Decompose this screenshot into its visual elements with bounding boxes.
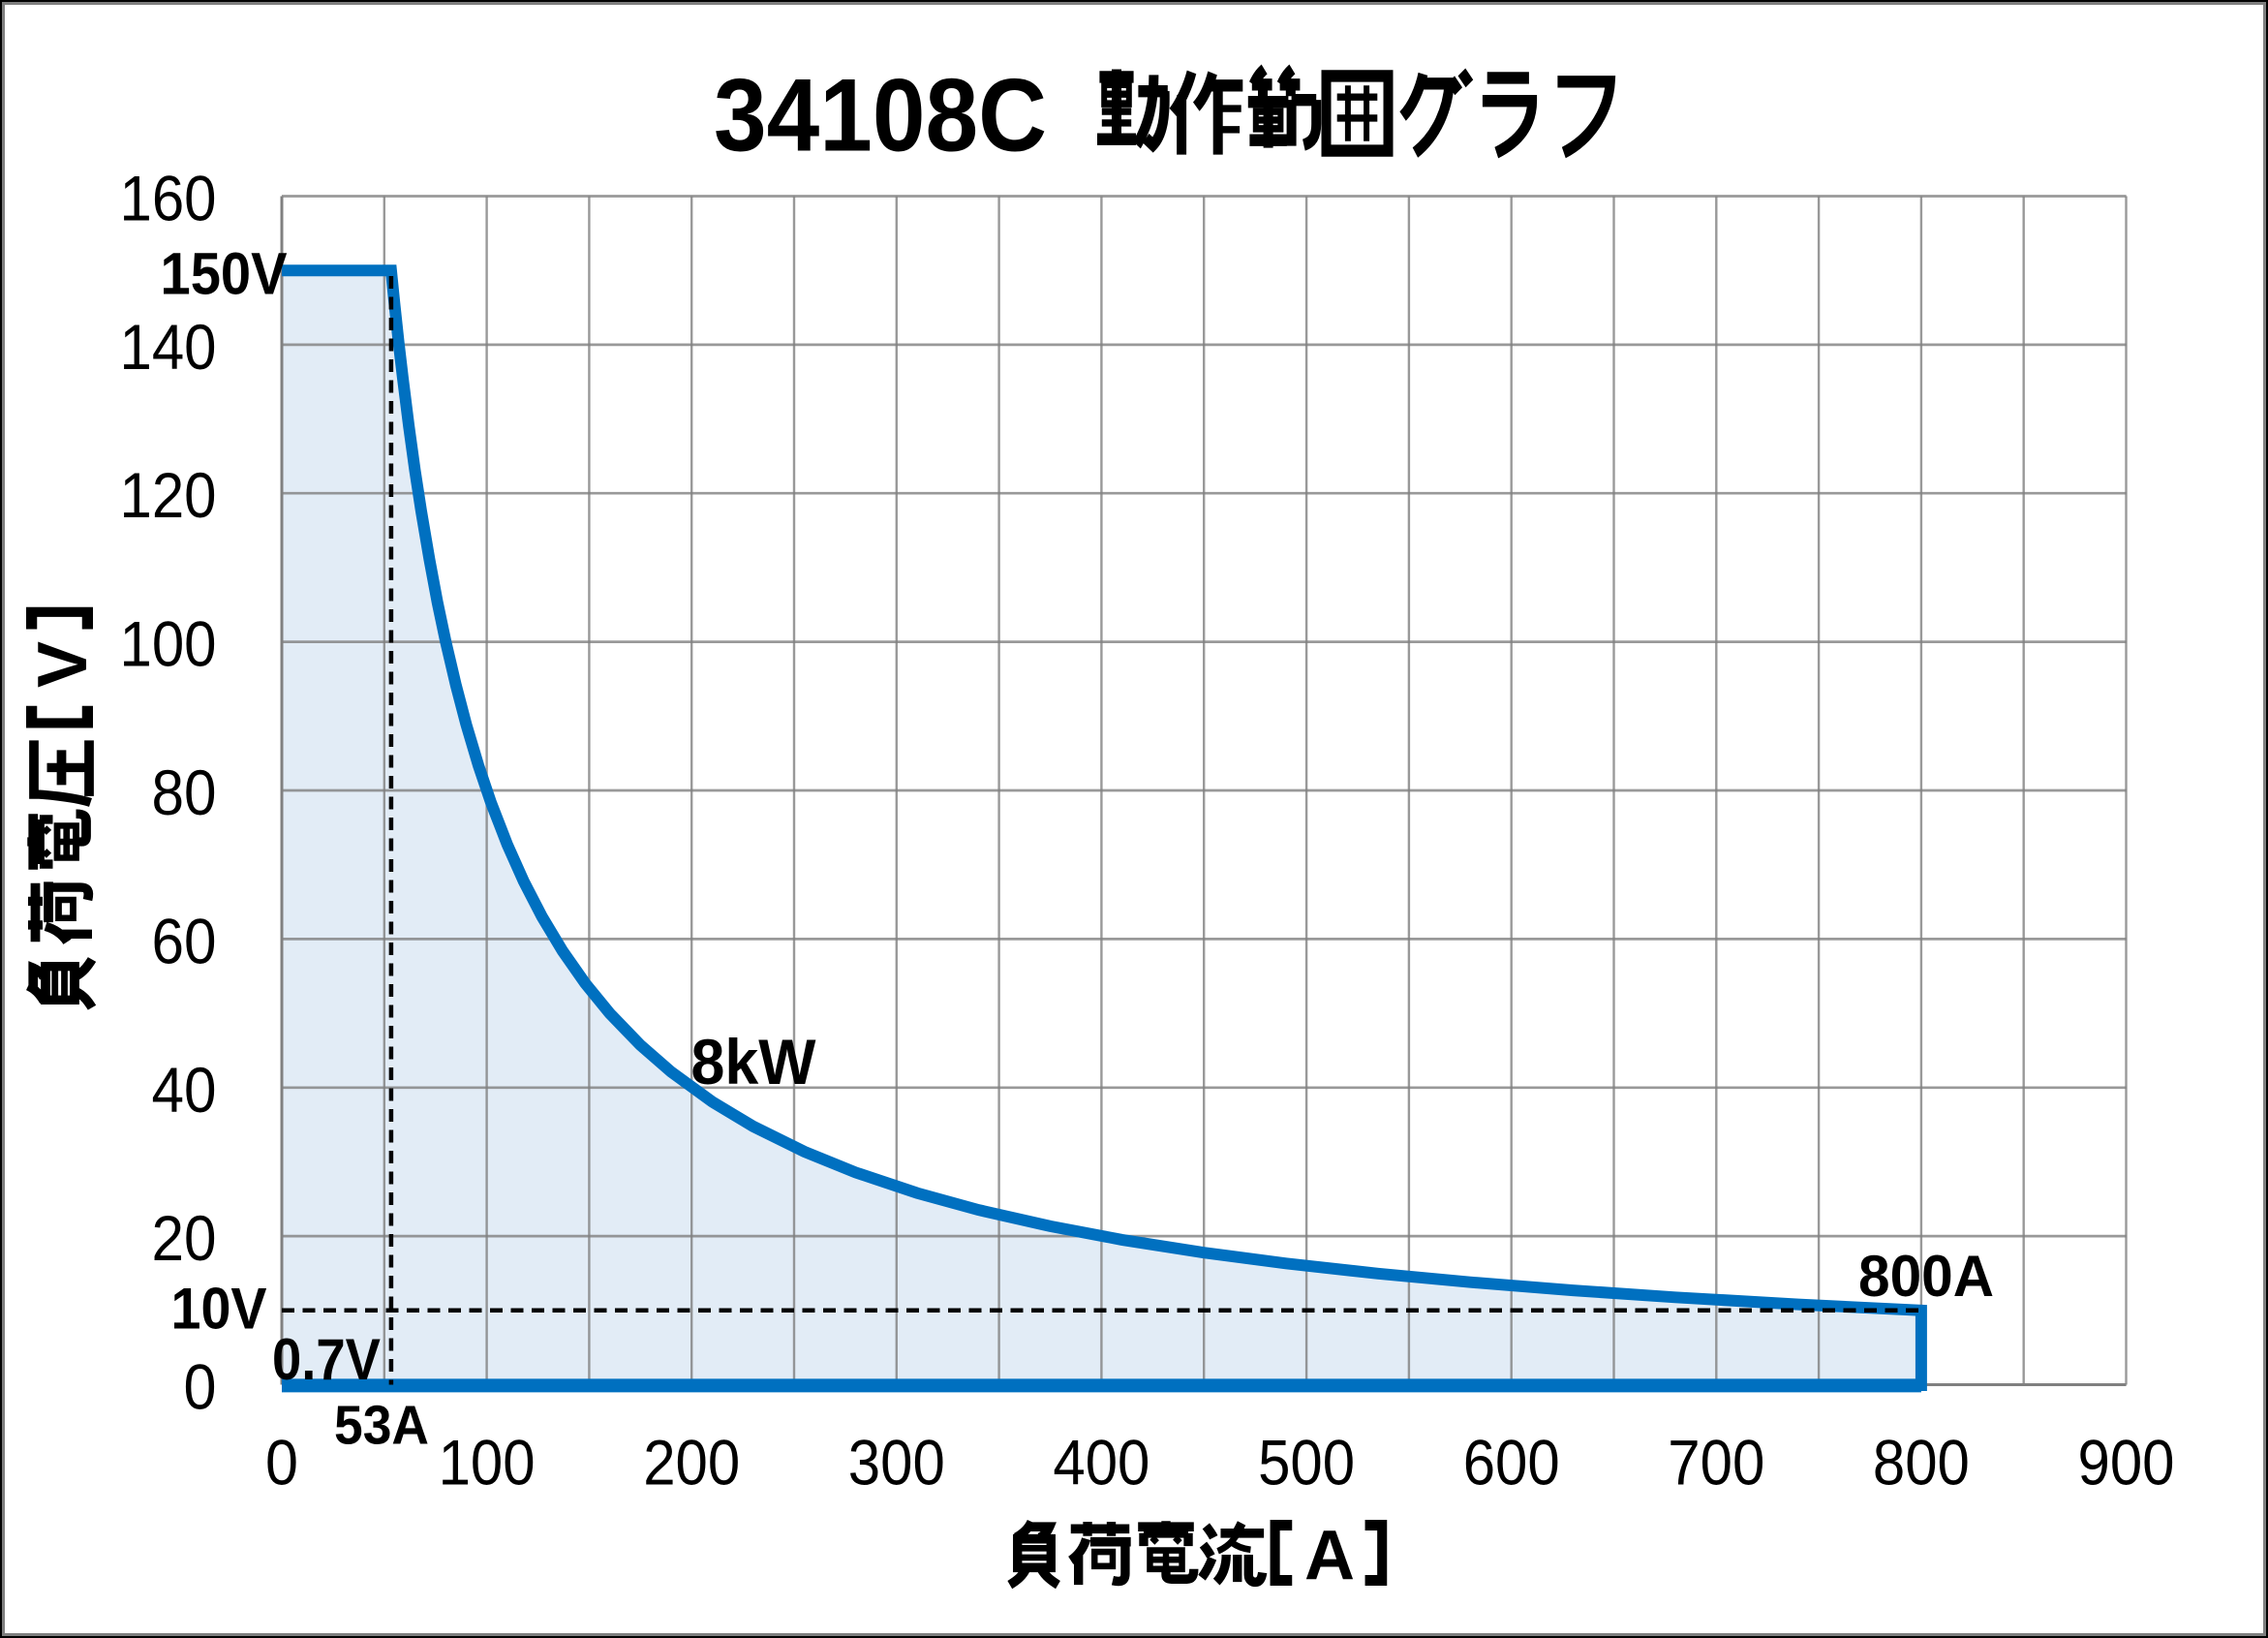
svg-text:400: 400 (1053, 1427, 1149, 1499)
svg-text:A: A (1304, 1517, 1355, 1594)
svg-text:10V: 10V (171, 1277, 267, 1342)
svg-text:120: 120 (120, 459, 217, 531)
svg-text:53A: 53A (334, 1395, 429, 1457)
svg-text:150V: 150V (161, 241, 288, 307)
svg-text:200: 200 (643, 1427, 740, 1499)
svg-text:0: 0 (265, 1427, 298, 1499)
svg-text:60: 60 (152, 905, 217, 976)
svg-text:0.7V: 0.7V (272, 1327, 381, 1392)
svg-text:20: 20 (152, 1202, 217, 1274)
svg-text:V: V (24, 641, 102, 688)
svg-text:160: 160 (120, 163, 217, 234)
svg-text:600: 600 (1463, 1427, 1560, 1499)
svg-text:34108C: 34108C (714, 57, 1047, 173)
svg-text:900: 900 (2078, 1427, 2175, 1499)
svg-text:100: 100 (120, 608, 217, 680)
svg-text:300: 300 (848, 1427, 945, 1499)
svg-text:800: 800 (1873, 1427, 1970, 1499)
svg-text:140: 140 (120, 311, 217, 383)
svg-text:80: 80 (152, 757, 217, 828)
svg-text:700: 700 (1668, 1427, 1764, 1499)
svg-text:800A: 800A (1858, 1244, 1994, 1309)
svg-text:8kW: 8kW (691, 1026, 817, 1097)
svg-text:100: 100 (439, 1427, 536, 1499)
svg-text:500: 500 (1258, 1427, 1355, 1499)
svg-text:0: 0 (184, 1351, 217, 1423)
svg-text:40: 40 (152, 1054, 217, 1126)
